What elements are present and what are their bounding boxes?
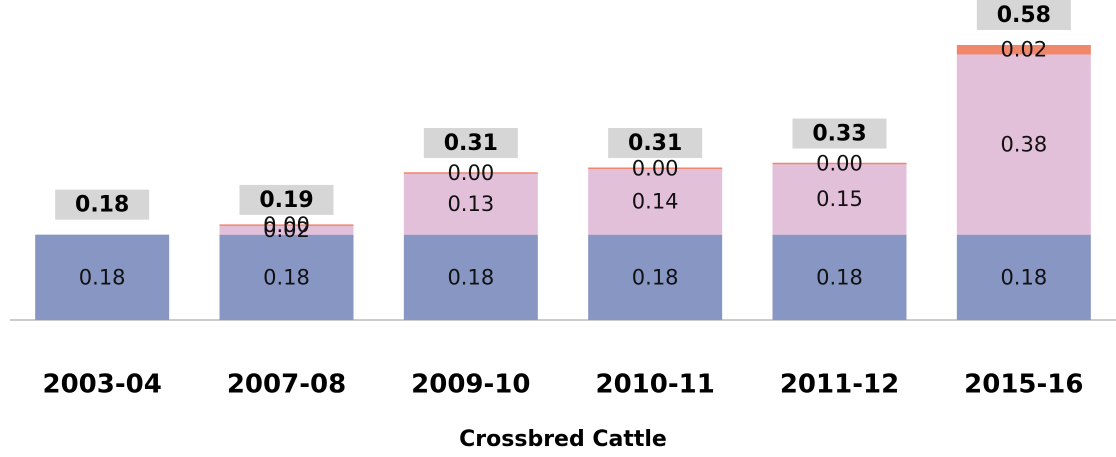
data-label: 0.18 [263,265,310,289]
bar-segment [219,234,354,320]
data-label: 0.14 [632,189,679,213]
x-tick-label: 2003-04 [42,370,161,400]
x-tick-label: 2015-16 [964,370,1083,400]
data-label: 0.15 [816,187,863,211]
total-label-box [792,118,887,149]
total-label-box [423,128,518,159]
data-label: 0.38 [1000,133,1047,157]
x-tick-label: 2007-08 [227,370,346,400]
bar-segment [956,54,1091,235]
data-label: 0.02 [263,218,310,242]
bar-segment [772,234,907,320]
x-tick-label: 2011-12 [780,370,899,400]
data-label: 0.18 [1000,265,1047,289]
total-label: 0.31 [628,131,682,156]
total-label: 0.31 [444,131,498,156]
total-label: 0.18 [75,193,129,218]
x-tick-label: 2010-11 [595,370,714,400]
data-label: 0.00 [263,213,310,237]
total-label-box [239,184,334,215]
x-tick-label: 2009-10 [411,370,530,400]
data-label: 0.00 [447,161,494,185]
bar-segment [956,45,1091,55]
data-label: 0.18 [632,265,679,289]
chart-title: Crossbred Cattle [459,427,667,452]
bar-segment [956,234,1091,320]
total-label: 0.33 [812,122,866,147]
bar-segment [35,234,170,320]
bar-segment [772,163,907,235]
data-label: 0.18 [447,265,494,289]
data-label: 0.00 [632,156,679,180]
total-label-box [55,189,150,220]
data-label: 0.13 [447,192,494,216]
data-label: 0.02 [1000,38,1047,62]
bar-segment [588,168,723,235]
bar-segment [588,234,723,320]
total-label-box [608,128,703,159]
data-label: 0.18 [816,265,863,289]
total-label-box [976,0,1071,30]
data-label: 0.18 [79,265,126,289]
total-label: 0.58 [997,3,1051,28]
bar-segment [403,173,538,235]
bar-segment [403,234,538,320]
total-label: 0.19 [259,188,313,213]
data-label: 0.00 [816,152,863,176]
bar-segment [219,225,354,235]
